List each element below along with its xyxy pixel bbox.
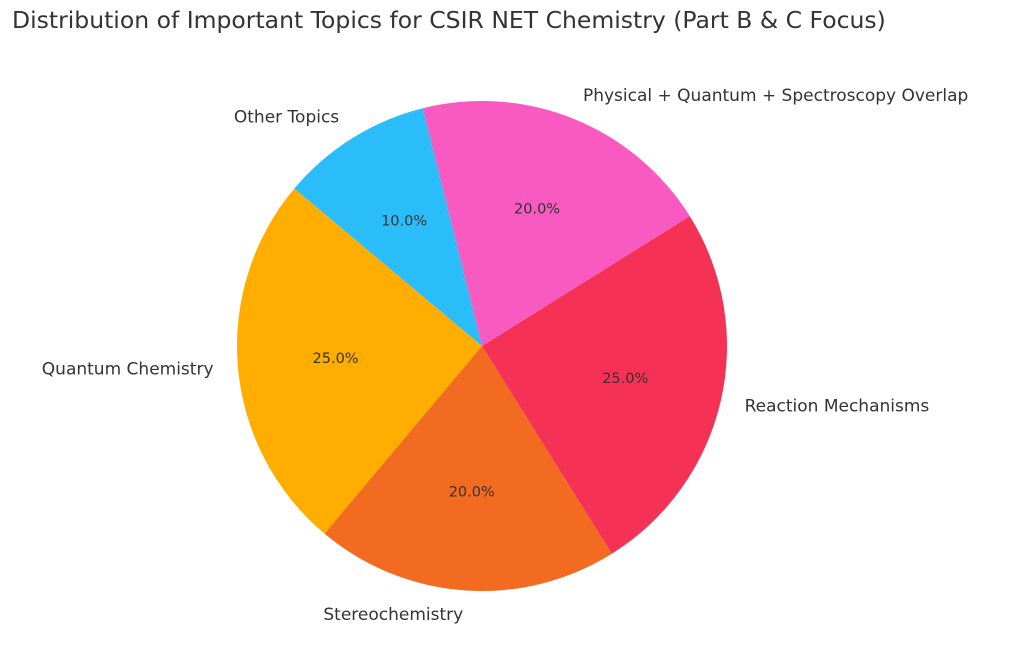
slice-category-label: Stereochemistry: [323, 605, 463, 625]
pie-slice-other-topics: [294, 108, 482, 346]
pie-slice-stereochemistry: [324, 346, 612, 591]
pie-slice-reaction-mechanisms: [482, 216, 727, 554]
slice-category-label: Reaction Mechanisms: [745, 397, 930, 417]
slice-percentage-label: 10.0%: [381, 213, 427, 229]
slice-category-label: Other Topics: [234, 107, 339, 127]
slice-percentage-label: 25.0%: [313, 351, 359, 367]
pie-slice-quantum-chemistry: [237, 188, 482, 534]
slice-percentage-label: 20.0%: [514, 202, 560, 218]
pie-slice-physical-quantum-spectroscopy-overlap: [422, 101, 690, 347]
slice-percentage-label: 20.0%: [449, 485, 495, 501]
chart-title: Distribution of Important Topics for CSI…: [12, 6, 886, 34]
slice-category-label: Quantum Chemistry: [42, 359, 214, 379]
slice-category-label: Physical + Quantum + Spectroscopy Overla…: [583, 86, 968, 106]
slice-percentage-label: 25.0%: [602, 371, 648, 387]
